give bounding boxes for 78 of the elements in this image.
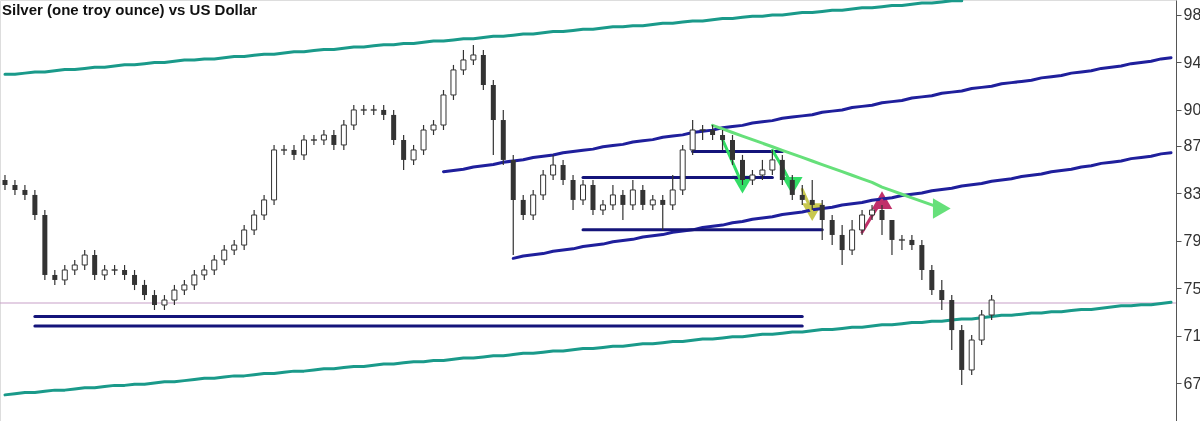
candlestick [859,209,866,236]
candlestick [81,249,88,271]
candlestick [839,224,845,266]
candlestick [261,194,268,221]
candlestick [779,154,785,186]
y-tick-label: 83 [1183,184,1200,202]
candlestick [151,289,157,311]
y-tick-label: 79 [1183,232,1200,250]
line-series [3,0,964,76]
candlestick [689,119,696,156]
candlestick [640,184,646,211]
candlestick [350,104,357,131]
candlestick [460,49,467,76]
candlestick [849,219,856,256]
candlestick [929,264,935,296]
candlestick [609,184,616,211]
candlestick [789,174,795,201]
candlestick [142,279,148,301]
y-tick-label: 67 [1183,374,1200,392]
candlestick [580,179,587,206]
candlestick [12,179,18,196]
line-series [511,151,1173,260]
candlestick [730,134,736,166]
candlestick [939,279,945,311]
y-tick-label: 87 [1183,137,1200,155]
candlestick [300,134,307,161]
candlestick [401,134,407,171]
candlestick [629,179,636,211]
candlestick [171,284,178,306]
y-tick-label: 94 [1183,53,1200,71]
candlestick [799,184,805,206]
candlestick [739,154,745,186]
candlestick [420,124,427,156]
candlestick [669,174,676,211]
chart-title: Silver (one troy ounce) vs US Dollar [2,1,258,18]
candlestick [889,219,895,256]
candlestick [769,149,776,176]
candlestick [879,204,885,236]
candlestick [410,144,417,166]
candlestick [132,269,138,291]
candlestick [898,234,905,251]
candlestick [720,129,726,151]
y-tick-label: 75 [1183,279,1200,297]
candlestick [540,169,547,201]
candlestick [909,234,915,251]
y-tick-label: 71 [1183,327,1200,345]
candlestick [221,244,228,266]
candlestick [660,194,666,231]
candlestick [759,159,766,181]
candlestick [191,269,198,291]
candlestick [340,119,347,151]
candlestick [829,214,835,246]
candlestick [819,199,825,241]
candlestick [291,144,297,161]
candlestick [331,129,337,151]
candlestick [281,144,288,156]
candlestick [251,209,258,236]
candlestick [988,294,995,321]
candlestick [570,174,576,211]
candlestick [32,189,38,221]
candlestick [560,159,566,186]
line-series [3,300,1173,397]
candlestick [92,249,98,281]
candlestick [241,224,248,251]
line-series [441,56,1173,174]
y-tick-label: 90 [1183,101,1200,119]
candlestick [310,134,317,146]
candlestick [809,179,815,211]
candlestick [2,174,8,191]
candlestick [211,254,218,276]
candlestick [470,44,477,66]
candlestick [22,184,28,201]
candlestick [620,189,626,221]
candlestick [61,264,68,286]
candlestick [520,194,526,221]
candlestick [530,189,537,221]
y-tick-label: 98 [1183,6,1200,24]
candlestick [550,154,557,181]
